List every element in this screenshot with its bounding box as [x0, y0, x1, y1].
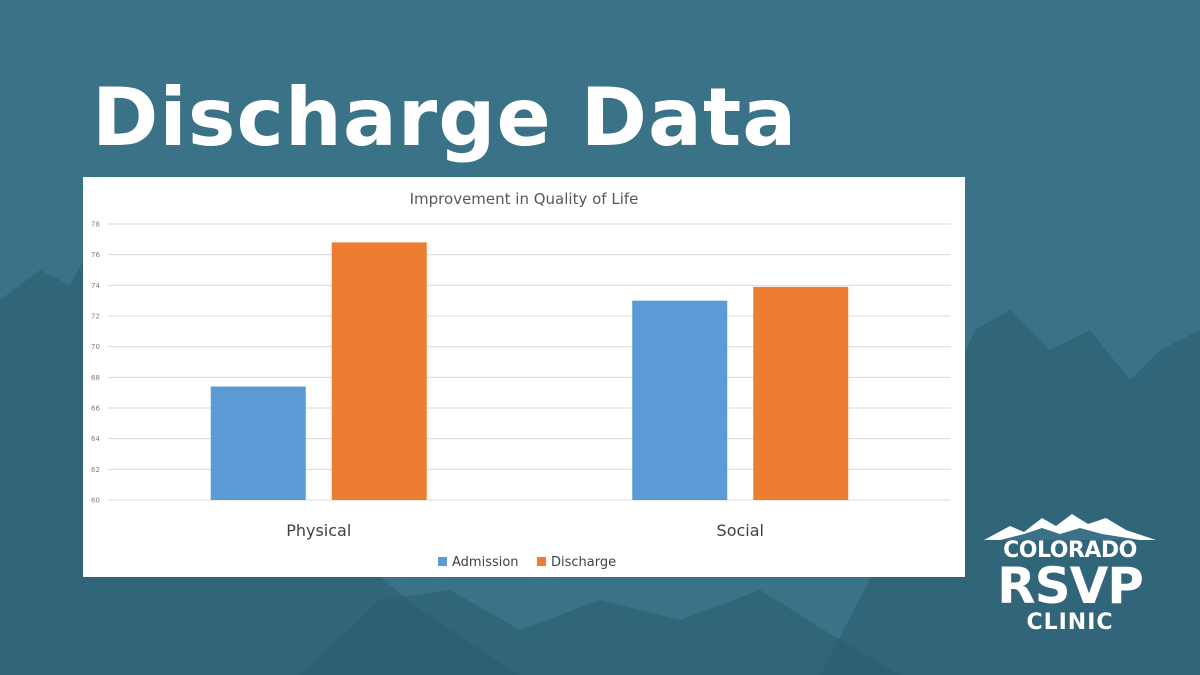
bar-physical-admission: [210, 386, 306, 500]
y-tick-label-5: 70: [91, 343, 100, 351]
chart-title: Improvement in Quality of Life: [410, 190, 639, 208]
bar-social-discharge: [753, 286, 849, 500]
y-tick-label-3: 66: [91, 405, 100, 413]
y-tick-label-2: 64: [91, 435, 100, 443]
logo-mountains-icon: [984, 514, 1156, 540]
legend: Admission Discharge: [438, 555, 616, 570]
y-tick-label-0: 60: [91, 497, 100, 505]
mountain-range-right: [820, 310, 1200, 675]
slide-title: Discharge Data: [92, 71, 798, 164]
colorado-rsvp-logo: COLORADO RSVP CLINIC: [980, 512, 1160, 642]
bar-social-admission: [632, 300, 728, 500]
y-tick-label-9: 78: [91, 221, 100, 229]
bar-chart: Improvement in Quality of Life 606264666…: [91, 190, 951, 570]
category-label-social: Social: [717, 521, 764, 540]
legend-label-admission: Admission: [452, 555, 519, 570]
y-tick-label-6: 72: [91, 313, 100, 321]
y-tick-label-8: 76: [91, 251, 100, 259]
bars: [210, 242, 849, 500]
legend-swatch-discharge: [537, 557, 546, 566]
mountain-shadow: [300, 590, 900, 675]
legend-swatch-admission: [438, 557, 447, 566]
chart-panel: Improvement in Quality of Life 60 62 64 66 6…: [83, 177, 965, 577]
y-tick-label-4: 68: [91, 374, 100, 382]
y-tick-label-7: 74: [91, 282, 100, 290]
logo-rsvp: RSVP: [997, 557, 1144, 615]
bar-physical-discharge: [331, 242, 427, 500]
category-labels: Physical Social: [286, 521, 764, 540]
logo-clinic: CLINIC: [1026, 610, 1114, 635]
y-tick-label-1: 62: [91, 466, 100, 474]
category-label-physical: Physical: [286, 521, 351, 540]
y-axis-ticks: 60 62 64 66 68 70 72 74 76 78: [91, 221, 100, 505]
legend-label-discharge: Discharge: [551, 555, 616, 570]
logo-colorado: COLORADO: [1003, 538, 1137, 563]
